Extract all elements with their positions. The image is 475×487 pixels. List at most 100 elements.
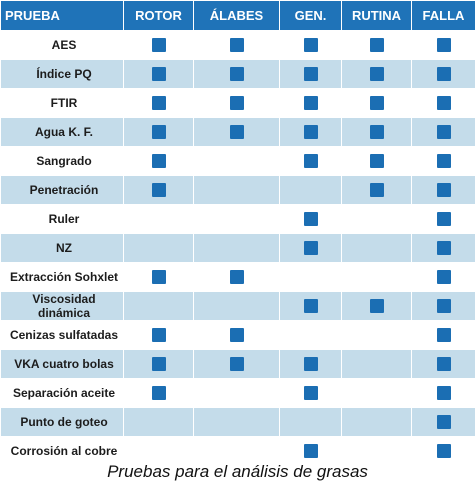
mark-cell xyxy=(193,204,280,234)
checkmark-square-icon xyxy=(369,66,384,81)
mark-cell xyxy=(341,59,412,89)
header-prueba: PRUEBA xyxy=(0,0,124,31)
mark-cell xyxy=(193,320,280,350)
mark-cell xyxy=(123,233,194,263)
checkmark-square-icon xyxy=(436,182,451,197)
mark-cell xyxy=(341,378,412,408)
table-row: Extracción Sohxlet xyxy=(0,262,475,292)
checkmark-square-icon xyxy=(436,327,451,342)
checkmark-square-icon xyxy=(303,385,318,400)
checkmark-square-icon xyxy=(303,443,318,458)
mark-cell xyxy=(341,175,412,205)
mark-cell xyxy=(411,175,475,205)
mark-cell xyxy=(411,30,475,60)
mark-cell xyxy=(341,233,412,263)
checkmark-square-icon xyxy=(229,327,244,342)
test-name-cell: Agua K. F. xyxy=(0,117,124,147)
checkmark-square-icon xyxy=(303,66,318,81)
checkmark-square-icon xyxy=(436,356,451,371)
mark-cell xyxy=(279,262,342,292)
mark-cell xyxy=(341,146,412,176)
table-header-row: PRUEBA ROTOR ÁLABES GEN. RUTINA FALLA xyxy=(0,0,475,31)
mark-cell xyxy=(341,88,412,118)
header-alabes: ÁLABES xyxy=(193,0,280,31)
mark-cell xyxy=(411,59,475,89)
mark-cell xyxy=(279,436,342,466)
test-name-cell: AES xyxy=(0,30,124,60)
mark-cell xyxy=(193,146,280,176)
mark-cell xyxy=(123,175,194,205)
checkmark-square-icon xyxy=(303,124,318,139)
mark-cell xyxy=(123,204,194,234)
mark-cell xyxy=(193,349,280,379)
mark-cell xyxy=(123,59,194,89)
table-row: Corrosión al cobre xyxy=(0,436,475,466)
checkmark-square-icon xyxy=(151,66,166,81)
mark-cell xyxy=(193,407,280,437)
checkmark-square-icon xyxy=(151,269,166,284)
checkmark-square-icon xyxy=(436,269,451,284)
mark-cell xyxy=(411,262,475,292)
checkmark-square-icon xyxy=(229,66,244,81)
table-row: Ruler xyxy=(0,204,475,234)
checkmark-square-icon xyxy=(151,124,166,139)
mark-cell xyxy=(341,117,412,147)
test-name-cell: Sangrado xyxy=(0,146,124,176)
test-name-cell: Penetración xyxy=(0,175,124,205)
checkmark-square-icon xyxy=(436,153,451,168)
checkmark-square-icon xyxy=(151,182,166,197)
test-name-cell: Viscosidad dinámica xyxy=(0,291,124,321)
mark-cell xyxy=(341,30,412,60)
mark-cell xyxy=(279,175,342,205)
mark-cell xyxy=(123,88,194,118)
table-row: Penetración xyxy=(0,175,475,205)
mark-cell xyxy=(279,117,342,147)
checkmark-square-icon xyxy=(303,211,318,226)
mark-cell xyxy=(123,378,194,408)
table-row: Separación aceite xyxy=(0,378,475,408)
figure-caption: Pruebas para el análisis de grasas xyxy=(107,462,368,481)
mark-cell xyxy=(411,204,475,234)
test-name-cell: FTIR xyxy=(0,88,124,118)
mark-cell xyxy=(279,59,342,89)
checkmark-square-icon xyxy=(229,269,244,284)
mark-cell xyxy=(193,262,280,292)
checkmark-square-icon xyxy=(436,385,451,400)
table-row: VKA cuatro bolas xyxy=(0,349,475,379)
mark-cell xyxy=(123,291,194,321)
checkmark-square-icon xyxy=(229,37,244,52)
mark-cell xyxy=(279,378,342,408)
mark-cell xyxy=(341,436,412,466)
mark-cell xyxy=(123,320,194,350)
checkmark-square-icon xyxy=(303,356,318,371)
header-rotor: ROTOR xyxy=(123,0,194,31)
mark-cell xyxy=(279,349,342,379)
checkmark-square-icon xyxy=(303,240,318,255)
mark-cell xyxy=(123,117,194,147)
checkmark-square-icon xyxy=(229,95,244,110)
test-name-cell: Índice PQ xyxy=(0,59,124,89)
mark-cell xyxy=(341,407,412,437)
checkmark-square-icon xyxy=(436,124,451,139)
table-row: Cenizas sulfatadas xyxy=(0,320,475,350)
checkmark-square-icon xyxy=(436,240,451,255)
checkmark-square-icon xyxy=(303,298,318,313)
mark-cell xyxy=(279,204,342,234)
checkmark-square-icon xyxy=(151,95,166,110)
checkmark-square-icon xyxy=(229,356,244,371)
table-row: FTIR xyxy=(0,88,475,118)
mark-cell xyxy=(193,291,280,321)
grease-tests-table: PRUEBA ROTOR ÁLABES GEN. RUTINA FALLA AE… xyxy=(0,0,475,466)
checkmark-square-icon xyxy=(151,327,166,342)
mark-cell xyxy=(411,436,475,466)
mark-cell xyxy=(193,30,280,60)
test-name-cell: Corrosión al cobre xyxy=(0,436,124,466)
mark-cell xyxy=(279,88,342,118)
table-row: Punto de goteo xyxy=(0,407,475,437)
checkmark-square-icon xyxy=(303,37,318,52)
mark-cell xyxy=(341,320,412,350)
checkmark-square-icon xyxy=(151,153,166,168)
mark-cell xyxy=(341,349,412,379)
mark-cell xyxy=(193,233,280,263)
